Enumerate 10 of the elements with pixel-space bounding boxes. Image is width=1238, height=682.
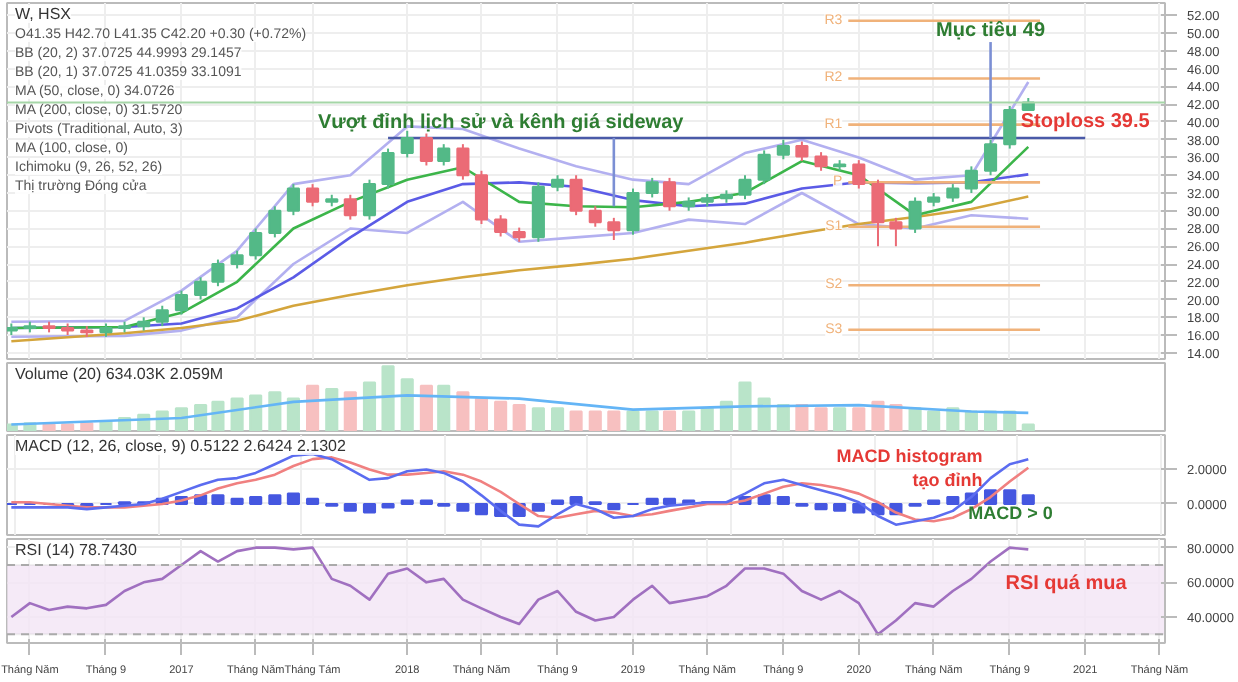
chart-title: W, HSX [15, 5, 73, 23]
annotation: MACD > 0 [968, 503, 1053, 524]
annotation: Volume (20) 634.03K 2.059M [15, 365, 224, 383]
annotation: RSI quá mua [1005, 573, 1128, 595]
annotation: MACD (12, 26, close, 9) 0.5122 2.6424 2.1302 [15, 437, 347, 455]
annotation: MACD histogram tạo đỉnh [836, 446, 983, 491]
annotation: Mục tiêu 49 [936, 20, 1046, 43]
annotation: Stoploss 39.5 [1020, 110, 1151, 133]
annotation: RSI (14) 78.7430 [15, 541, 138, 559]
annotation: Vượt đỉnh lịch sử và kênh giá sideway [317, 112, 685, 135]
